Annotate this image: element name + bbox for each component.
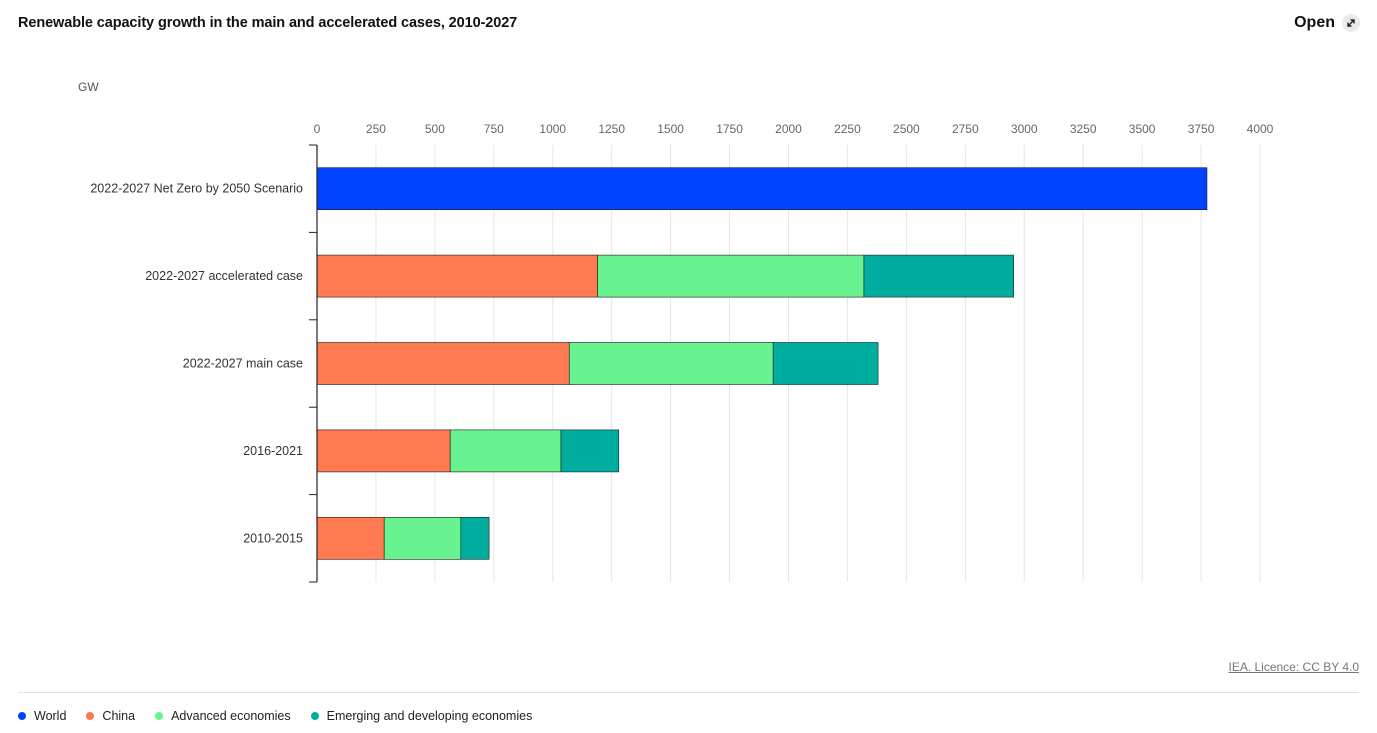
legend-dot-icon xyxy=(18,712,26,720)
x-tick-label: 1250 xyxy=(598,122,625,136)
bar-segment xyxy=(316,167,1208,210)
x-tick-label: 0 xyxy=(314,122,321,136)
chart-title: Renewable capacity growth in the main an… xyxy=(18,15,518,31)
chart-legend: World China Advanced economies Emerging and… xyxy=(18,709,532,723)
x-tick-label: 750 xyxy=(484,122,504,136)
bar-segment xyxy=(316,429,451,473)
bar-segment xyxy=(316,254,598,298)
x-tick-label: 2750 xyxy=(952,122,979,136)
legend-item[interactable]: Advanced economies xyxy=(155,709,291,723)
x-tick-label: 1750 xyxy=(716,122,743,136)
category-label: 2010-2015 xyxy=(243,531,303,545)
legend-item[interactable]: World xyxy=(18,709,66,723)
x-tick-label: 3750 xyxy=(1188,122,1215,136)
category-label: 2022-2027 Net Zero by 2050 Scenario xyxy=(90,182,303,196)
legend-dot-icon xyxy=(86,712,95,720)
legend-dot-icon xyxy=(310,712,319,720)
bar-segment xyxy=(568,342,774,385)
legend-item[interactable]: Emerging and developing economies xyxy=(310,709,533,723)
licence-link[interactable]: IEA. Licence: CC BY 4.0 xyxy=(1228,660,1359,674)
footer-divider xyxy=(18,692,1359,693)
bar-segment xyxy=(383,516,462,560)
category-label: 2022-2027 accelerated case xyxy=(145,269,303,283)
x-tick-label: 4000 xyxy=(1247,122,1274,136)
legend-label: Emerging and developing economies xyxy=(326,709,533,723)
unit-label: GW xyxy=(78,80,99,94)
x-tick-label: 2000 xyxy=(775,122,802,136)
bar-chart: 0 250 500 750 1000 1250 1500 1750 2000 2250 2500 27… xyxy=(90,122,1274,583)
open-button[interactable]: Open xyxy=(1294,14,1360,32)
x-tick-label: 250 xyxy=(366,122,386,136)
external-expand-icon xyxy=(1342,14,1360,32)
bar-segment xyxy=(560,429,620,473)
legend-label: China xyxy=(102,709,136,723)
open-label: Open xyxy=(1294,14,1335,31)
x-tick-label: 2500 xyxy=(893,122,920,136)
category-label: 2022-2027 main case xyxy=(183,357,303,371)
legend-item[interactable]: China xyxy=(86,709,135,723)
bar-segment xyxy=(316,516,385,560)
bar-segment xyxy=(460,516,490,560)
legend-dot-icon xyxy=(155,712,164,720)
x-tick-label: 3000 xyxy=(1011,122,1038,136)
x-tick-label: 1500 xyxy=(657,122,684,136)
bar-segment xyxy=(772,342,879,385)
x-tick-label: 2250 xyxy=(834,122,861,136)
bar-segment xyxy=(597,254,865,298)
bar-segment xyxy=(863,254,1014,298)
x-tick-label: 500 xyxy=(425,122,445,136)
category-label: 2016-2021 xyxy=(243,444,303,458)
x-tick-label: 3250 xyxy=(1070,122,1097,136)
bar-segment xyxy=(449,429,562,473)
x-tick-label: 3500 xyxy=(1129,122,1156,136)
legend-label: World xyxy=(34,709,67,723)
x-tick-label: 1000 xyxy=(539,122,566,136)
bar-segment xyxy=(316,342,570,385)
legend-label: Advanced economies xyxy=(171,709,291,723)
